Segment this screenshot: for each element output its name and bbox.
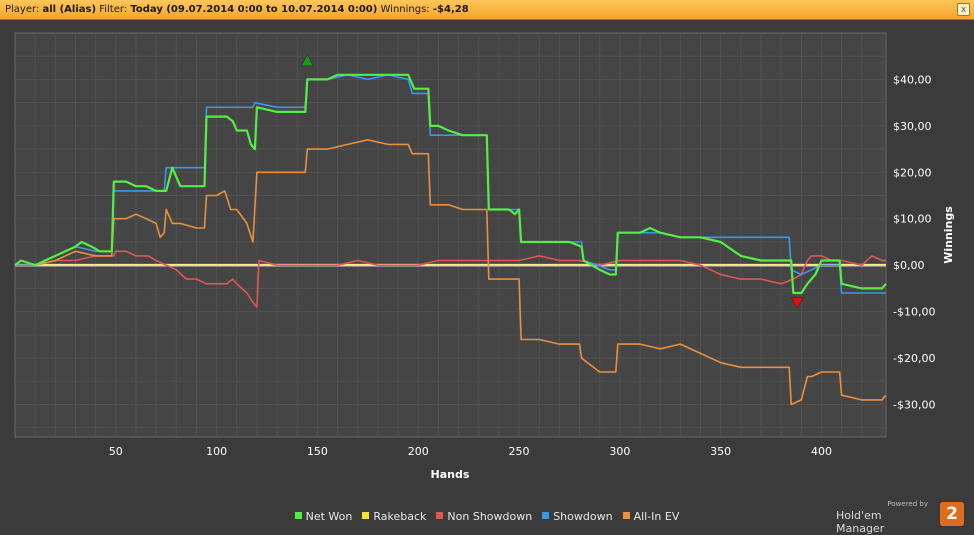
branding: Powered by Hold'em Manager 2 [836,500,966,535]
y-tick-label: $30,00 [893,120,932,133]
legend-item[interactable]: All-In EV [622,510,680,523]
product-name: Hold'em Manager [836,509,885,535]
winnings-chart: 50 100 150 200 250 300 350 400 -$30,00-$20,00-$… [14,32,955,481]
legend-swatch [436,512,444,519]
legend-label: Net Won [305,510,353,523]
y-tick-label: $0,00 [893,259,925,272]
legend-item[interactable]: Rakeback [362,510,426,523]
filter-value: Today (09.07.2014 0:00 to 10.07.2014 0:0… [130,4,378,15]
x-tick-label: 300 [609,445,630,458]
x-tick-label: 50 [109,445,123,458]
x-tick-label: 150 [307,445,328,458]
series-all-in-ev [15,139,887,406]
y-axis-label: Winnings [942,206,955,264]
x-tick-label: 200 [408,445,429,458]
y-tick-label: -$30,00 [893,398,935,411]
x-tick-label: 100 [206,445,227,458]
y-tick-label: $20,00 [893,166,932,179]
legend-item[interactable]: Non Showdown [436,510,532,523]
max-marker [300,54,314,67]
min-marker [790,297,804,309]
series-net-won [14,73,887,295]
y-axis-ticks: -$30,00 -$20,00 -$10,00 $0,00 $10,00 $20,00 $3… [893,73,935,411]
y-tick-label: $40,00 [893,73,932,86]
x-tick-label: 350 [710,445,731,458]
legend-item[interactable]: Net Won [294,510,353,523]
legend-swatch [362,512,370,519]
extreme-markers [300,54,804,309]
title-bar: Player: all (Alias) Filter: Today (09.07… [0,0,974,20]
powered-by-text: Powered by [887,500,928,508]
series-lines [14,73,887,406]
winnings-label: Winnings: [380,4,430,15]
y-tick-label: $10,00 [893,213,932,226]
x-tick-label: 250 [509,445,530,458]
close-icon[interactable]: x [957,3,970,16]
player-label: Player: [5,4,40,15]
legend-label: Non Showdown [447,510,533,523]
plot-area [14,32,887,438]
legend-swatch [294,512,302,519]
legend-swatch [542,512,550,519]
grid-lines [15,33,886,437]
hm2-logo-icon: 2 [940,502,964,526]
x-tick-label: 400 [811,445,832,458]
legend-label: Rakeback [373,510,427,523]
legend-item[interactable]: Showdown [542,510,613,523]
x-axis-label: Hands [431,468,470,481]
winnings-value: -$4,28 [432,4,469,15]
legend-label: Showdown [553,510,613,523]
legend-swatch [622,512,630,519]
player-value: all (Alias) [42,4,97,15]
chart-legend: Net Won Rakeback Non Showdown Showdown All-I… [0,510,974,523]
y-tick-label: -$20,00 [893,352,935,365]
x-axis-ticks: 50 100 150 200 250 300 350 400 [109,445,832,458]
filter-label: Filter: [99,4,128,15]
series-showdown [15,74,886,294]
legend-label: All-In EV [633,510,680,523]
y-tick-label: -$10,00 [893,306,935,319]
